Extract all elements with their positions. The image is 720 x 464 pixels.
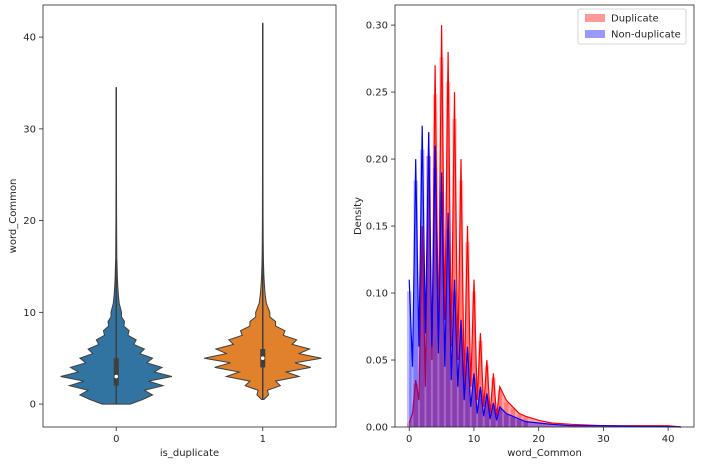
- legend-swatch-duplicate: [585, 14, 605, 22]
- right-x-tick-label: 20: [532, 434, 545, 445]
- violin-median-1: [260, 356, 265, 360]
- hist-bar-non-duplicate: [439, 192, 444, 427]
- left-y-axis-label: word_Common: [8, 179, 19, 254]
- hist-bar-non-duplicate: [406, 291, 412, 427]
- left-y-tick-label: 40: [23, 33, 36, 44]
- right-y-tick-label: 0.20: [366, 155, 388, 166]
- hist-bar-non-duplicate: [516, 419, 522, 427]
- right-y-tick-label: 0.15: [366, 222, 388, 233]
- hist-bar-non-duplicate: [484, 396, 490, 427]
- hist-bar-duplicate: [471, 291, 477, 427]
- hist-bar-duplicate: [491, 377, 496, 427]
- hist-bar-duplicate: [452, 118, 457, 427]
- hist-bar-non-duplicate: [491, 404, 496, 427]
- hist-bar-non-duplicate: [419, 149, 425, 427]
- violin-median-0: [114, 374, 119, 379]
- density-area-duplicate: [409, 25, 682, 427]
- hist-bar-duplicate: [458, 180, 464, 427]
- legend-label-non-duplicate: Non-duplicate: [611, 30, 681, 41]
- right-x-tick-label: 40: [662, 434, 675, 445]
- density-area-non-duplicate: [409, 125, 682, 427]
- legend-swatch-non-duplicate: [585, 30, 605, 38]
- right-y-tick-label: 0.30: [366, 21, 388, 32]
- histogram-bars: [406, 57, 528, 428]
- hist-bar-non-duplicate: [478, 390, 483, 427]
- hist-bar-duplicate: [516, 414, 522, 427]
- hist-bar-duplicate: [510, 408, 516, 427]
- left-x-tick-label: 0: [113, 434, 119, 445]
- right-x-tick-label: 0: [406, 434, 412, 445]
- hist-bar-duplicate: [465, 242, 470, 427]
- density-plot: 0.00 0.05 0.10 0.15 0.20 0.25 0.30 0 10 20 30 40 w…: [353, 4, 695, 459]
- violin-plot-frame: [42, 4, 337, 428]
- left-y-tick-label: 30: [23, 124, 36, 135]
- legend-label-duplicate: Duplicate: [611, 14, 659, 25]
- right-x-axis-label: word_Common: [507, 448, 582, 459]
- hist-bar-non-duplicate: [426, 155, 431, 427]
- right-x-tick-label: 10: [468, 434, 481, 445]
- hist-bar-duplicate: [419, 242, 425, 427]
- hist-bar-duplicate: [406, 423, 412, 427]
- hist-bar-non-duplicate: [432, 168, 438, 427]
- hist-bar-non-duplicate: [504, 414, 509, 427]
- hist-bar-non-duplicate: [413, 180, 418, 427]
- left-x-tick-label: 1: [260, 434, 266, 445]
- hist-bar-duplicate: [439, 57, 444, 427]
- right-y-ticks: 0.00 0.05 0.10 0.15 0.20 0.25 0.30: [366, 21, 395, 434]
- hist-bar-non-duplicate: [510, 417, 516, 427]
- density-line-non-duplicate: [408, 125, 682, 428]
- hist-bar-non-duplicate: [452, 291, 457, 427]
- violin-iqr-box-0: [113, 358, 119, 386]
- hist-bar-non-duplicate: [445, 229, 451, 427]
- density-plot-frame: [394, 4, 695, 428]
- right-y-axis-label: Density: [353, 197, 364, 235]
- hist-bar-duplicate: [413, 383, 418, 427]
- hist-bar-duplicate: [426, 155, 431, 427]
- right-y-tick-label: 0.25: [366, 88, 388, 99]
- hist-bar-non-duplicate: [471, 377, 477, 427]
- right-x-ticks: 0 10 20 30 40: [406, 427, 674, 445]
- hist-bar-non-duplicate: [465, 353, 470, 427]
- legend: Duplicate Non-duplicate: [577, 8, 687, 45]
- left-y-tick-label: 20: [23, 216, 36, 227]
- density-areas: [408, 25, 682, 428]
- right-y-tick-label: 0.05: [366, 356, 388, 367]
- left-x-axis-label: is_duplicate: [160, 448, 219, 459]
- left-y-ticks: 0 10 20 30 40: [23, 33, 43, 411]
- hist-bar-duplicate: [504, 402, 509, 427]
- hist-bar-non-duplicate: [523, 422, 528, 427]
- violins: [60, 22, 322, 405]
- hist-bar-non-duplicate: [458, 328, 464, 427]
- left-y-tick-label: 0: [30, 400, 36, 411]
- right-x-tick-label: 30: [597, 434, 610, 445]
- hist-bar-duplicate: [432, 94, 438, 428]
- right-y-tick-label: 0.10: [366, 289, 388, 300]
- hist-bar-non-duplicate: [497, 408, 503, 427]
- hist-bar-duplicate: [445, 81, 451, 428]
- hist-bar-duplicate: [478, 340, 483, 427]
- left-y-tick-label: 10: [23, 308, 36, 319]
- legend-box: [577, 8, 687, 45]
- right-y-tick-label: 0.00: [366, 423, 388, 434]
